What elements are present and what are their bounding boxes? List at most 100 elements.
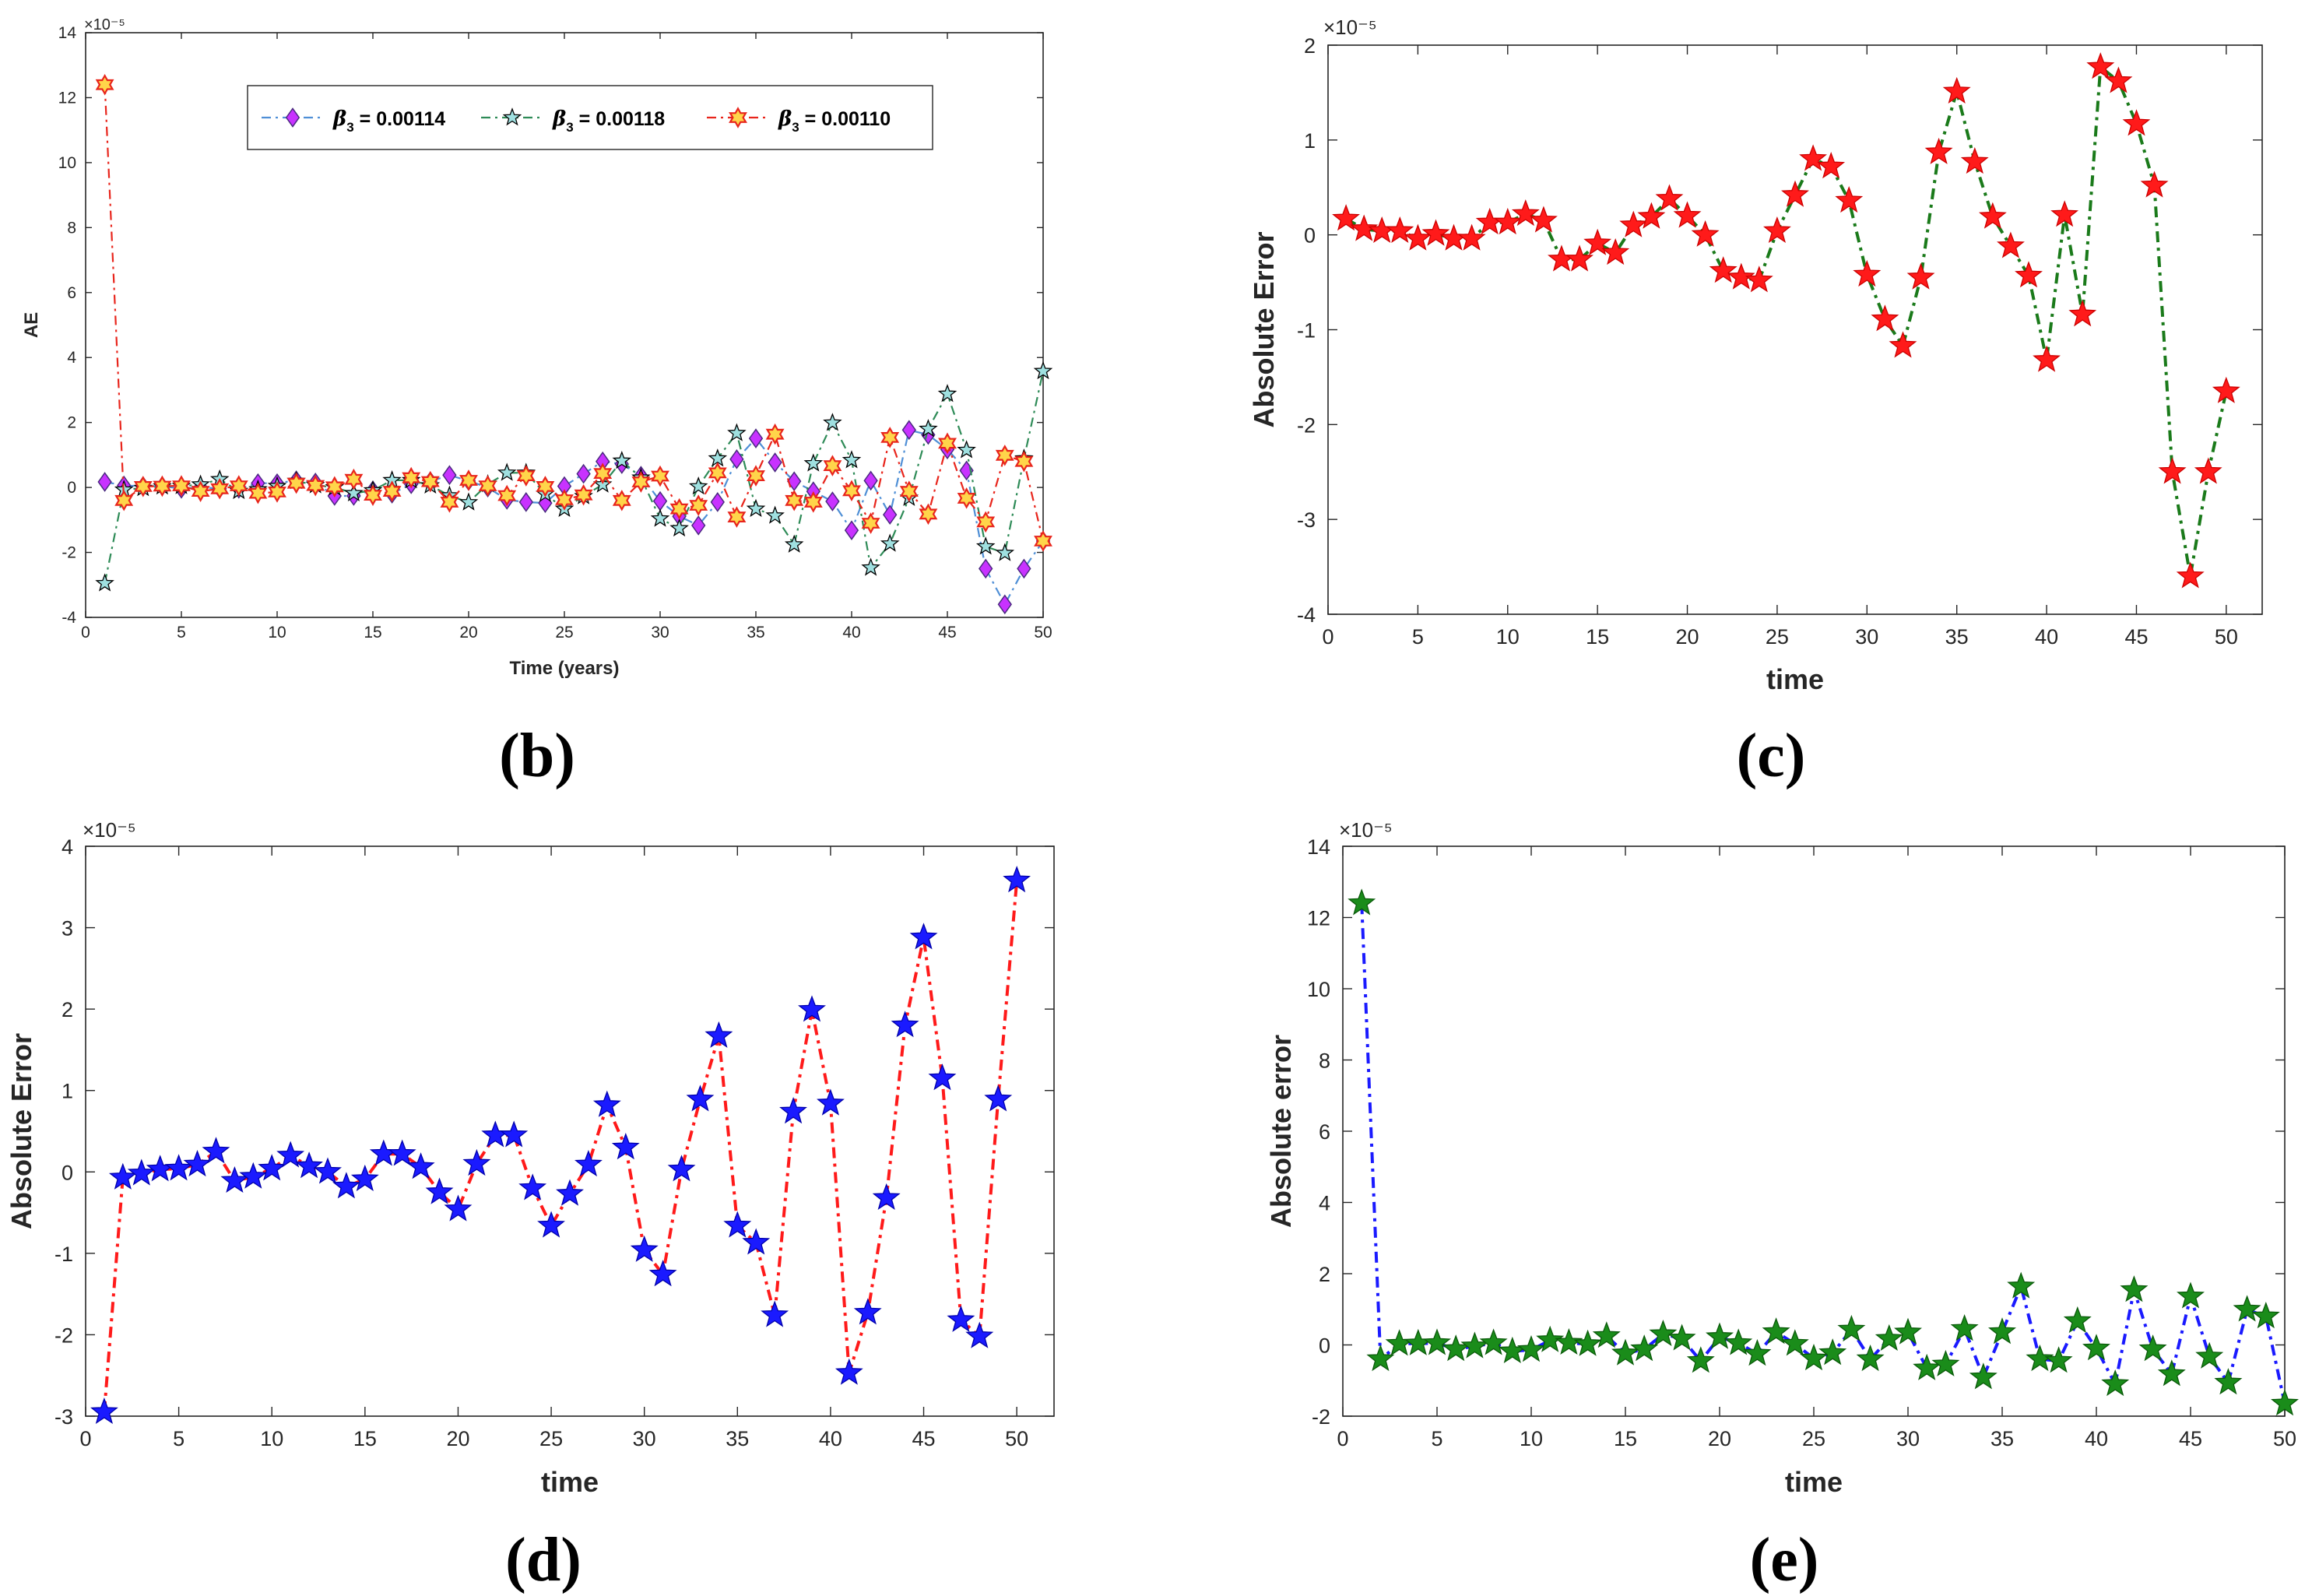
data-point-series-1 bbox=[891, 1011, 919, 1038]
data-point-series-1 bbox=[705, 1021, 733, 1048]
data-point-series-2 bbox=[842, 450, 862, 469]
data-point-series-1 bbox=[817, 1088, 845, 1116]
x-axis-label: time bbox=[1766, 663, 1824, 695]
data-point-series-1 bbox=[2214, 1368, 2243, 1395]
data-point-series-1 bbox=[576, 463, 591, 484]
data-point-series-1 bbox=[1649, 1319, 1678, 1346]
data-point-series-3 bbox=[995, 445, 1014, 466]
data-point-series-3 bbox=[1014, 450, 1034, 473]
data-point-series-1 bbox=[518, 492, 533, 512]
data-point-series-1 bbox=[1511, 199, 1540, 227]
data-point-series-1 bbox=[1691, 220, 1720, 247]
legend-entry-3: β3 = 0.00110 bbox=[778, 107, 891, 135]
data-point-series-1 bbox=[686, 1085, 715, 1112]
data-point-series-3 bbox=[497, 484, 517, 507]
y-tick-label: 1 bbox=[1304, 129, 1316, 153]
data-point-series-1 bbox=[729, 448, 744, 469]
data-point-series-1 bbox=[742, 1228, 771, 1255]
data-point-series-2 bbox=[937, 384, 957, 403]
data-point-series-1 bbox=[202, 1137, 230, 1164]
data-point-series-3 bbox=[631, 471, 651, 493]
data-point-series-3 bbox=[899, 480, 919, 502]
data-point-series-3 bbox=[669, 497, 689, 520]
data-point-series-1 bbox=[1871, 304, 1899, 332]
data-point-series-1 bbox=[425, 1177, 454, 1204]
data-point-series-1 bbox=[2212, 376, 2240, 403]
data-point-series-1 bbox=[1555, 1327, 1583, 1355]
data-point-series-1 bbox=[1423, 1328, 1451, 1355]
data-point-series-1 bbox=[1536, 1325, 1565, 1352]
data-point-series-3 bbox=[919, 503, 938, 526]
data-point-series-1 bbox=[984, 1085, 1013, 1112]
data-point-series-2 bbox=[823, 413, 842, 431]
y-tick-label: -1 bbox=[1297, 319, 1316, 343]
data-point-series-1 bbox=[1780, 1329, 1809, 1356]
y-tick-label: 1 bbox=[61, 1080, 73, 1103]
data-point-series-3 bbox=[861, 512, 880, 534]
data-point-series-1 bbox=[258, 1154, 286, 1181]
data-point-series-1 bbox=[853, 1298, 882, 1325]
data-point-series-2 bbox=[919, 419, 938, 438]
x-tick-label: 25 bbox=[1802, 1427, 1825, 1450]
data-point-series-3 bbox=[708, 462, 727, 484]
x-tick-label: 25 bbox=[539, 1427, 563, 1450]
panel-label-c: (c) bbox=[1737, 722, 1806, 790]
data-point-series-1 bbox=[183, 1150, 212, 1177]
data-point-series-1 bbox=[1894, 1317, 1922, 1345]
data-point-series-3 bbox=[191, 480, 210, 502]
data-point-series-1 bbox=[1686, 1346, 1715, 1373]
data-point-series-1 bbox=[1763, 216, 1791, 243]
y-tick-label: 0 bbox=[61, 1161, 73, 1184]
x-tick-label: 0 bbox=[1337, 1427, 1348, 1450]
data-point-series-3 bbox=[803, 491, 823, 513]
data-point-series-1 bbox=[295, 1151, 323, 1179]
data-point-series-1 bbox=[2120, 1275, 2149, 1302]
y-axis-exponent: ×10⁻⁵ bbox=[1323, 16, 1377, 39]
data-point-series-3 bbox=[842, 480, 861, 502]
data-point-series-3 bbox=[325, 476, 344, 498]
y-axis-label: Absolute error bbox=[1265, 1035, 1297, 1228]
data-point-series-1 bbox=[2122, 109, 2151, 136]
data-point-series-3 bbox=[153, 475, 172, 497]
data-point-series-1 bbox=[1630, 1334, 1659, 1362]
data-point-series-1 bbox=[1875, 1324, 1903, 1351]
data-point-series-1 bbox=[691, 515, 706, 536]
x-tick-label: 40 bbox=[2035, 625, 2058, 649]
legend-marker-1 bbox=[285, 107, 300, 128]
x-tick-label: 35 bbox=[1991, 1427, 2014, 1450]
x-tick-label: 20 bbox=[1708, 1427, 1731, 1450]
x-tick-label: 50 bbox=[1005, 1427, 1028, 1450]
data-point-series-3 bbox=[880, 427, 900, 448]
y-tick-label: 4 bbox=[67, 349, 76, 367]
data-point-series-3 bbox=[651, 465, 669, 487]
data-point-series-3 bbox=[1034, 530, 1052, 552]
data-point-series-1 bbox=[1350, 214, 1379, 241]
legend-box bbox=[247, 85, 933, 150]
x-tick-label: 15 bbox=[353, 1427, 377, 1450]
x-tick-label: 25 bbox=[555, 624, 573, 642]
data-point-series-1 bbox=[648, 1260, 677, 1287]
x-tick-label: 0 bbox=[81, 624, 90, 642]
data-point-series-3 bbox=[306, 474, 325, 497]
x-tick-label: 50 bbox=[2273, 1427, 2296, 1450]
x-tick-label: 50 bbox=[1034, 624, 1052, 642]
data-point-series-1 bbox=[1565, 244, 1593, 272]
data-point-series-1 bbox=[97, 472, 112, 492]
data-point-series-1 bbox=[1366, 1344, 1395, 1372]
data-point-series-3 bbox=[938, 432, 957, 455]
data-point-series-1 bbox=[2033, 345, 2061, 372]
y-tick-label: -3 bbox=[54, 1405, 73, 1429]
y-tick-label: 8 bbox=[67, 219, 76, 237]
data-point-series-1 bbox=[2026, 1344, 2054, 1372]
data-point-series-2 bbox=[95, 573, 114, 592]
data-point-series-1 bbox=[2007, 1271, 2036, 1299]
data-point-series-1 bbox=[1835, 185, 1864, 213]
data-point-series-3 bbox=[555, 489, 574, 511]
y-axis-exponent: ×10⁻⁵ bbox=[84, 16, 125, 33]
data-point-series-1 bbox=[332, 1172, 360, 1199]
y-axis-exponent: ×10⁻⁵ bbox=[1339, 818, 1393, 842]
x-tick-label: 30 bbox=[1855, 625, 1878, 649]
data-point-series-3 bbox=[286, 472, 306, 494]
x-tick-label: 45 bbox=[2124, 625, 2148, 649]
y-axis-label: Absolute Error bbox=[1248, 231, 1280, 427]
